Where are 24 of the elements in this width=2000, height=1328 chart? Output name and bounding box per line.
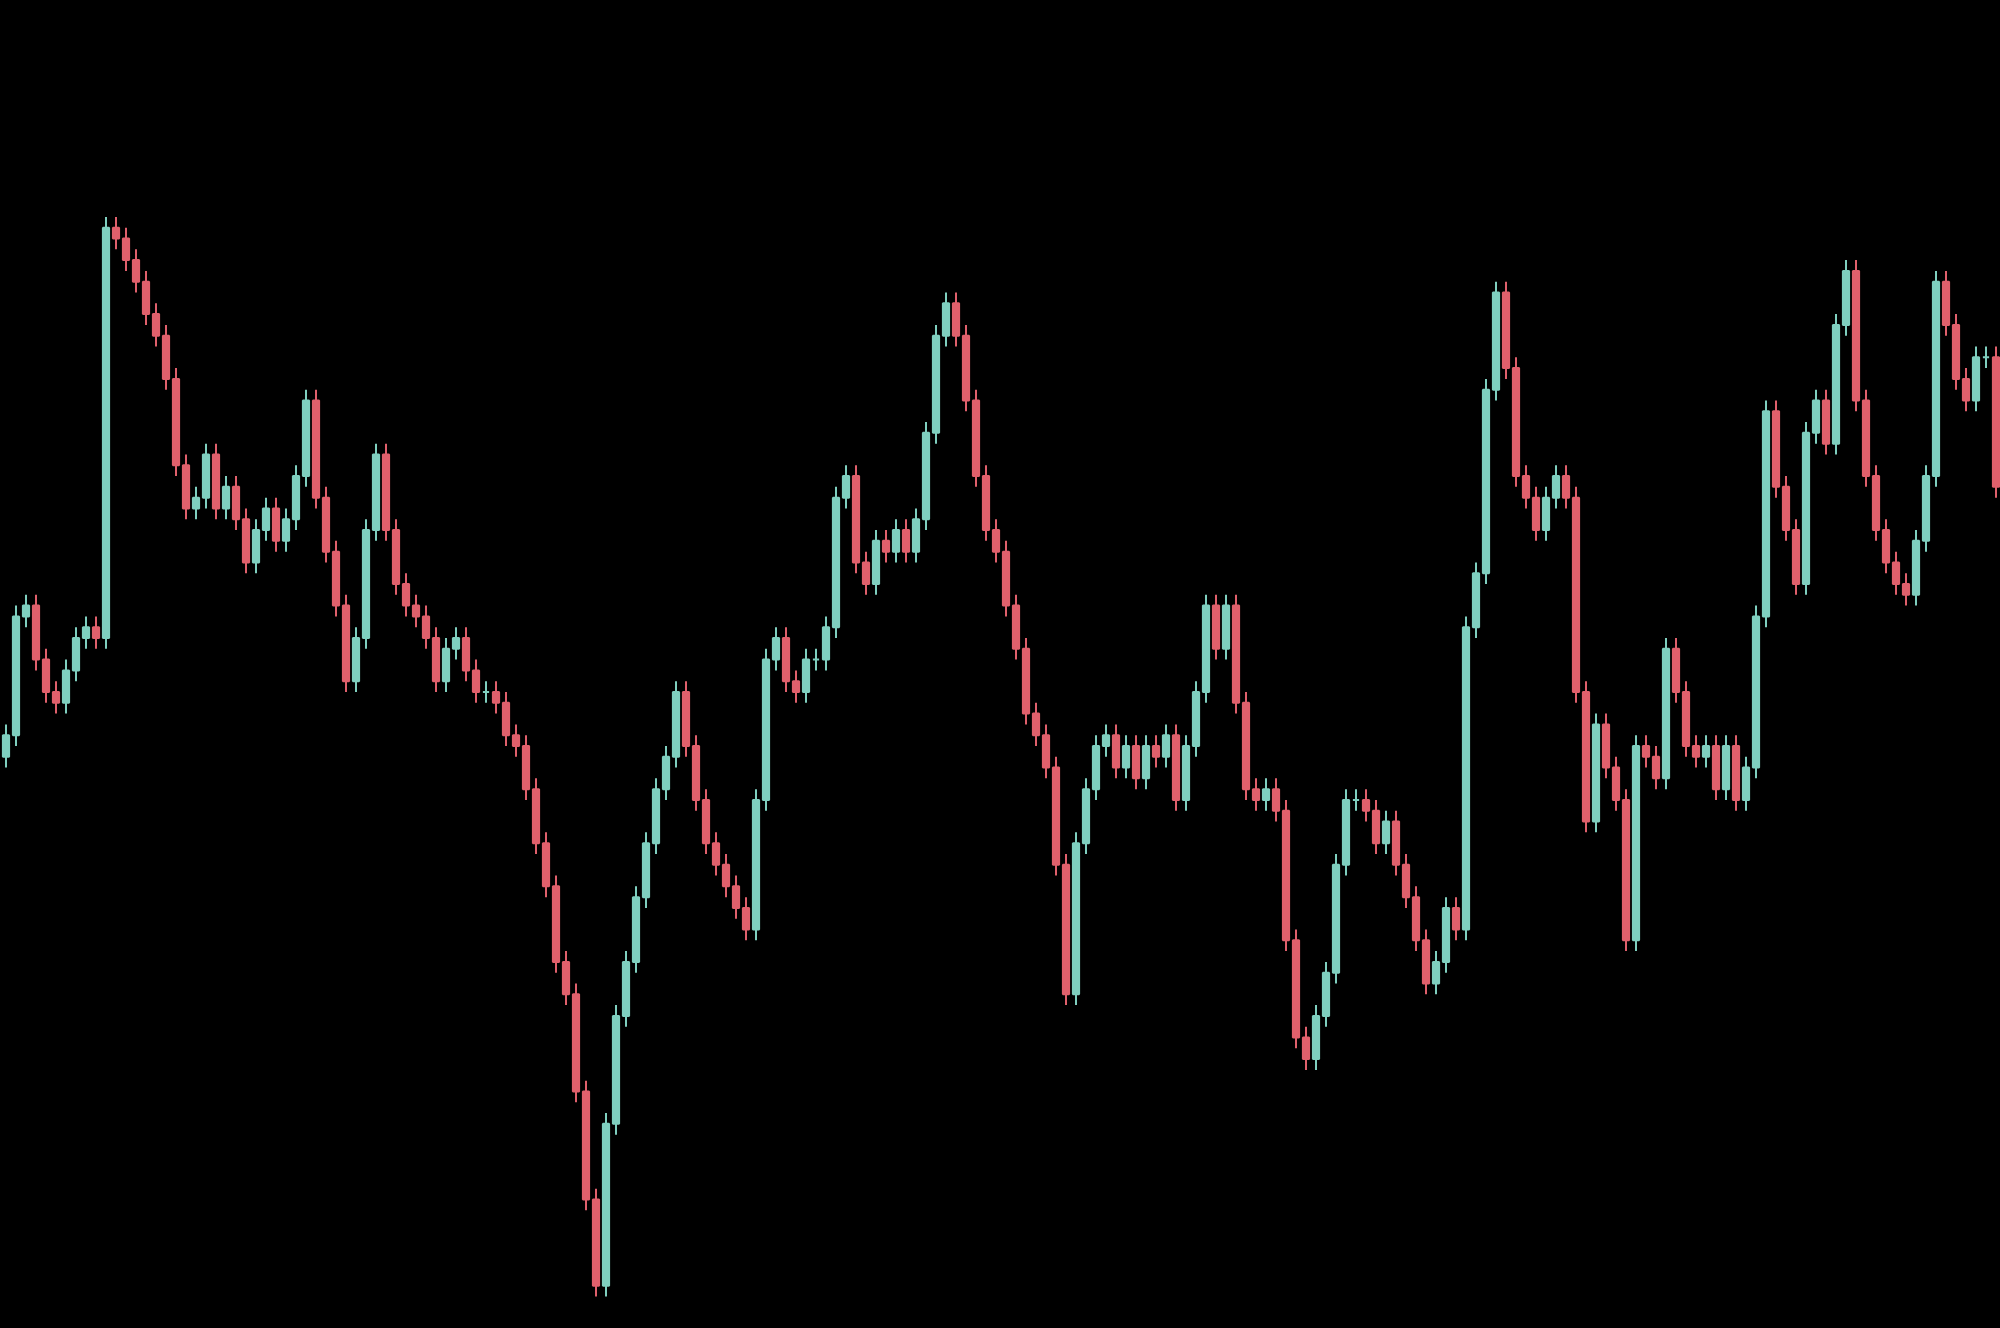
candlestick <box>1721 734 1731 801</box>
candlestick <box>1711 734 1721 801</box>
candlestick <box>1141 734 1151 791</box>
candlestick <box>881 529 891 564</box>
candlestick <box>901 518 911 564</box>
candlestick <box>891 518 901 564</box>
candlestick <box>1111 723 1121 780</box>
candlestick <box>91 615 101 650</box>
candlestick <box>1381 809 1391 855</box>
candlestick <box>1451 896 1461 942</box>
candlestick <box>1151 734 1161 769</box>
candlestick <box>1161 723 1171 769</box>
candlestick <box>271 496 281 553</box>
candlestick <box>221 475 231 521</box>
candlestick <box>1821 388 1831 456</box>
candlestick <box>1971 345 1981 413</box>
candlestick <box>1261 777 1271 812</box>
candlestick <box>1701 734 1711 769</box>
candlestick <box>1221 593 1231 661</box>
candlestick <box>871 529 881 596</box>
candlestick <box>1211 593 1221 661</box>
candlestick <box>801 647 811 704</box>
candlestick <box>1131 734 1141 791</box>
candlestick <box>1121 734 1131 780</box>
